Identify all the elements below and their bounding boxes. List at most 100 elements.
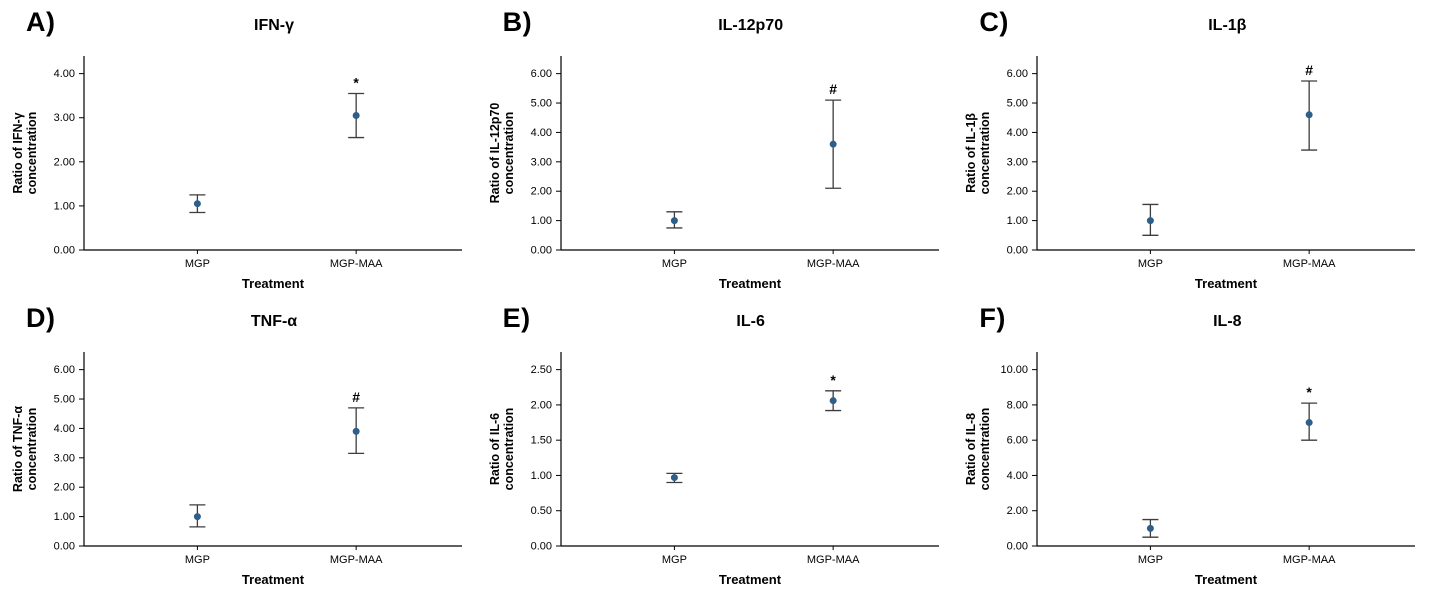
y-tick-label: 1.00 <box>530 470 551 482</box>
y-tick-label: 4.00 <box>1007 470 1028 482</box>
data-point <box>829 397 837 405</box>
x-tick-label: MGP <box>185 258 210 270</box>
x-axis-label: Treatment <box>242 572 305 587</box>
y-axis-label: concentration <box>25 112 39 195</box>
significance-marker: * <box>830 372 836 388</box>
significance-marker: # <box>352 389 360 405</box>
chart-title-il1-beta: IL-1β <box>1208 17 1247 34</box>
y-tick-label: 0.00 <box>54 245 75 257</box>
y-tick-label: 3.00 <box>1007 156 1028 168</box>
panel-label-e: E) <box>502 303 531 333</box>
y-tick-label: 2.00 <box>1007 505 1028 517</box>
panel-e-il6: E) IL-6 0.00 0.50 1.00 1.50 2.00 2.50 Ratio of… <box>476 296 954 592</box>
x-tick-label: MGP-MAA <box>1283 554 1336 566</box>
data-point <box>1305 111 1313 119</box>
y-tick-label: 2.00 <box>54 156 75 168</box>
panel-b-il12p70: B) IL-12p70 0.00 1.00 2.00 3.00 4.00 5.00 6.00… <box>476 0 954 296</box>
y-axis-label: Ratio of IL-6 <box>488 413 502 485</box>
y-tick-label: 2.00 <box>1007 186 1028 198</box>
chart-title-il8: IL-8 <box>1213 313 1242 330</box>
y-axis-label: concentration <box>978 408 992 491</box>
y-tick-label: 2.00 <box>530 399 551 411</box>
y-tick-label: 3.00 <box>54 112 75 124</box>
y-axis-label: concentration <box>978 112 992 195</box>
chart-title-ifn-gamma: IFN-γ <box>254 17 294 34</box>
x-tick-label: MGP-MAA <box>330 258 383 270</box>
y-axis-label: Ratio of IFN-γ <box>11 112 25 193</box>
data-point <box>1147 217 1155 225</box>
x-tick-label: MGP-MAA <box>807 554 860 566</box>
panel-d-tnf-alpha: D) TNF-α 0.00 1.00 2.00 3.00 4.00 5.00 6.00 Rat… <box>0 296 477 592</box>
x-tick-label: MGP-MAA <box>1283 258 1336 270</box>
panel-label-d: D) <box>26 303 56 333</box>
data-point <box>829 140 837 148</box>
y-tick-label: 2.00 <box>530 186 551 198</box>
errorbar-chart-il1-beta: 0.00 1.00 2.00 3.00 4.00 5.00 6.00 Ratio of IL-… <box>964 56 1416 291</box>
y-tick-label: 5.00 <box>1007 98 1028 110</box>
y-tick-label: 5.00 <box>530 98 551 110</box>
significance-marker: * <box>1307 384 1313 400</box>
y-tick-label: 2.50 <box>530 364 551 376</box>
y-axis-label: concentration <box>25 408 39 491</box>
y-tick-label: 2.00 <box>54 482 75 494</box>
y-tick-label: 0.00 <box>530 245 551 257</box>
y-axis-label: Ratio of IL-1β <box>964 113 978 193</box>
panel-label-c: C) <box>979 7 1009 37</box>
y-tick-label: 4.00 <box>54 68 75 80</box>
y-tick-label: 4.00 <box>530 127 551 139</box>
y-tick-label: 4.00 <box>54 423 75 435</box>
data-point <box>1305 419 1313 427</box>
y-tick-label: 0.00 <box>1007 541 1028 553</box>
x-tick-label: MGP-MAA <box>807 258 860 270</box>
errorbar-chart-il12p70: 0.00 1.00 2.00 3.00 4.00 5.00 6.00 Ratio of IL-… <box>488 56 939 291</box>
y-axis-label: Ratio of IL-8 <box>964 413 978 485</box>
y-tick-label: 0.00 <box>1007 245 1028 257</box>
x-tick-label: MGP <box>1138 258 1163 270</box>
x-axis-label: Treatment <box>1195 276 1258 291</box>
y-tick-label: 1.00 <box>54 511 75 523</box>
panel-c-il1-beta: C) IL-1β 0.00 1.00 2.00 3.00 4.00 5.00 6.00 Rat… <box>953 0 1430 296</box>
y-tick-label: 6.00 <box>1007 435 1028 447</box>
y-tick-label: 1.00 <box>1007 215 1028 227</box>
x-axis-label: Treatment <box>1195 572 1258 587</box>
y-tick-label: 1.00 <box>54 200 75 212</box>
panel-label-f: F) <box>979 303 1006 333</box>
y-tick-label: 4.00 <box>1007 127 1028 139</box>
data-point <box>670 474 678 482</box>
errorbar-chart-tnf-alpha: 0.00 1.00 2.00 3.00 4.00 5.00 6.00 Ratio of TNF… <box>11 352 462 587</box>
x-tick-label: MGP-MAA <box>330 554 383 566</box>
panel-f-il8: F) IL-8 0.00 2.00 4.00 6.00 8.00 10.00 Ratio o… <box>953 296 1430 592</box>
errorbar-chart-ifn-gamma: 0.00 1.00 2.00 3.00 4.00 Ratio of IFN-γ concen… <box>11 56 462 291</box>
errorbar-chart-il8: 0.00 2.00 4.00 6.00 8.00 10.00 Ratio of IL-8 co… <box>964 352 1416 587</box>
y-axis-label: concentration <box>502 408 516 491</box>
chart-title-tnf-alpha: TNF-α <box>250 313 298 330</box>
significance-marker: # <box>829 81 837 97</box>
y-axis-label: Ratio of IL-12p70 <box>488 103 502 204</box>
y-tick-label: 1.50 <box>530 435 551 447</box>
y-tick-label: 0.50 <box>530 505 551 517</box>
data-point <box>193 200 201 208</box>
y-tick-label: 0.00 <box>54 541 75 553</box>
panel-label-a: A) <box>26 7 56 37</box>
y-tick-label: 0.00 <box>530 541 551 553</box>
x-axis-label: Treatment <box>719 276 782 291</box>
x-tick-label: MGP <box>1138 554 1163 566</box>
y-tick-label: 3.00 <box>54 452 75 464</box>
x-tick-label: MGP <box>662 258 687 270</box>
errorbar-chart-il6: 0.00 0.50 1.00 1.50 2.00 2.50 Ratio of IL-6 con… <box>488 352 939 587</box>
data-point <box>352 112 360 120</box>
data-point <box>352 427 360 435</box>
x-tick-label: MGP <box>185 554 210 566</box>
y-tick-label: 5.00 <box>54 394 75 406</box>
x-tick-label: MGP <box>662 554 687 566</box>
data-point <box>193 513 201 521</box>
y-tick-label: 3.00 <box>530 156 551 168</box>
significance-marker: * <box>353 74 359 90</box>
x-axis-label: Treatment <box>242 276 305 291</box>
x-axis-label: Treatment <box>719 572 782 587</box>
significance-marker: # <box>1306 62 1314 78</box>
data-point <box>1147 524 1155 532</box>
panel-label-b: B) <box>502 7 533 37</box>
y-tick-label: 6.00 <box>530 68 551 80</box>
panel-a-ifn-gamma: A) IFN-γ 0.00 1.00 2.00 3.00 4.00 Ratio of IF… <box>0 0 477 296</box>
